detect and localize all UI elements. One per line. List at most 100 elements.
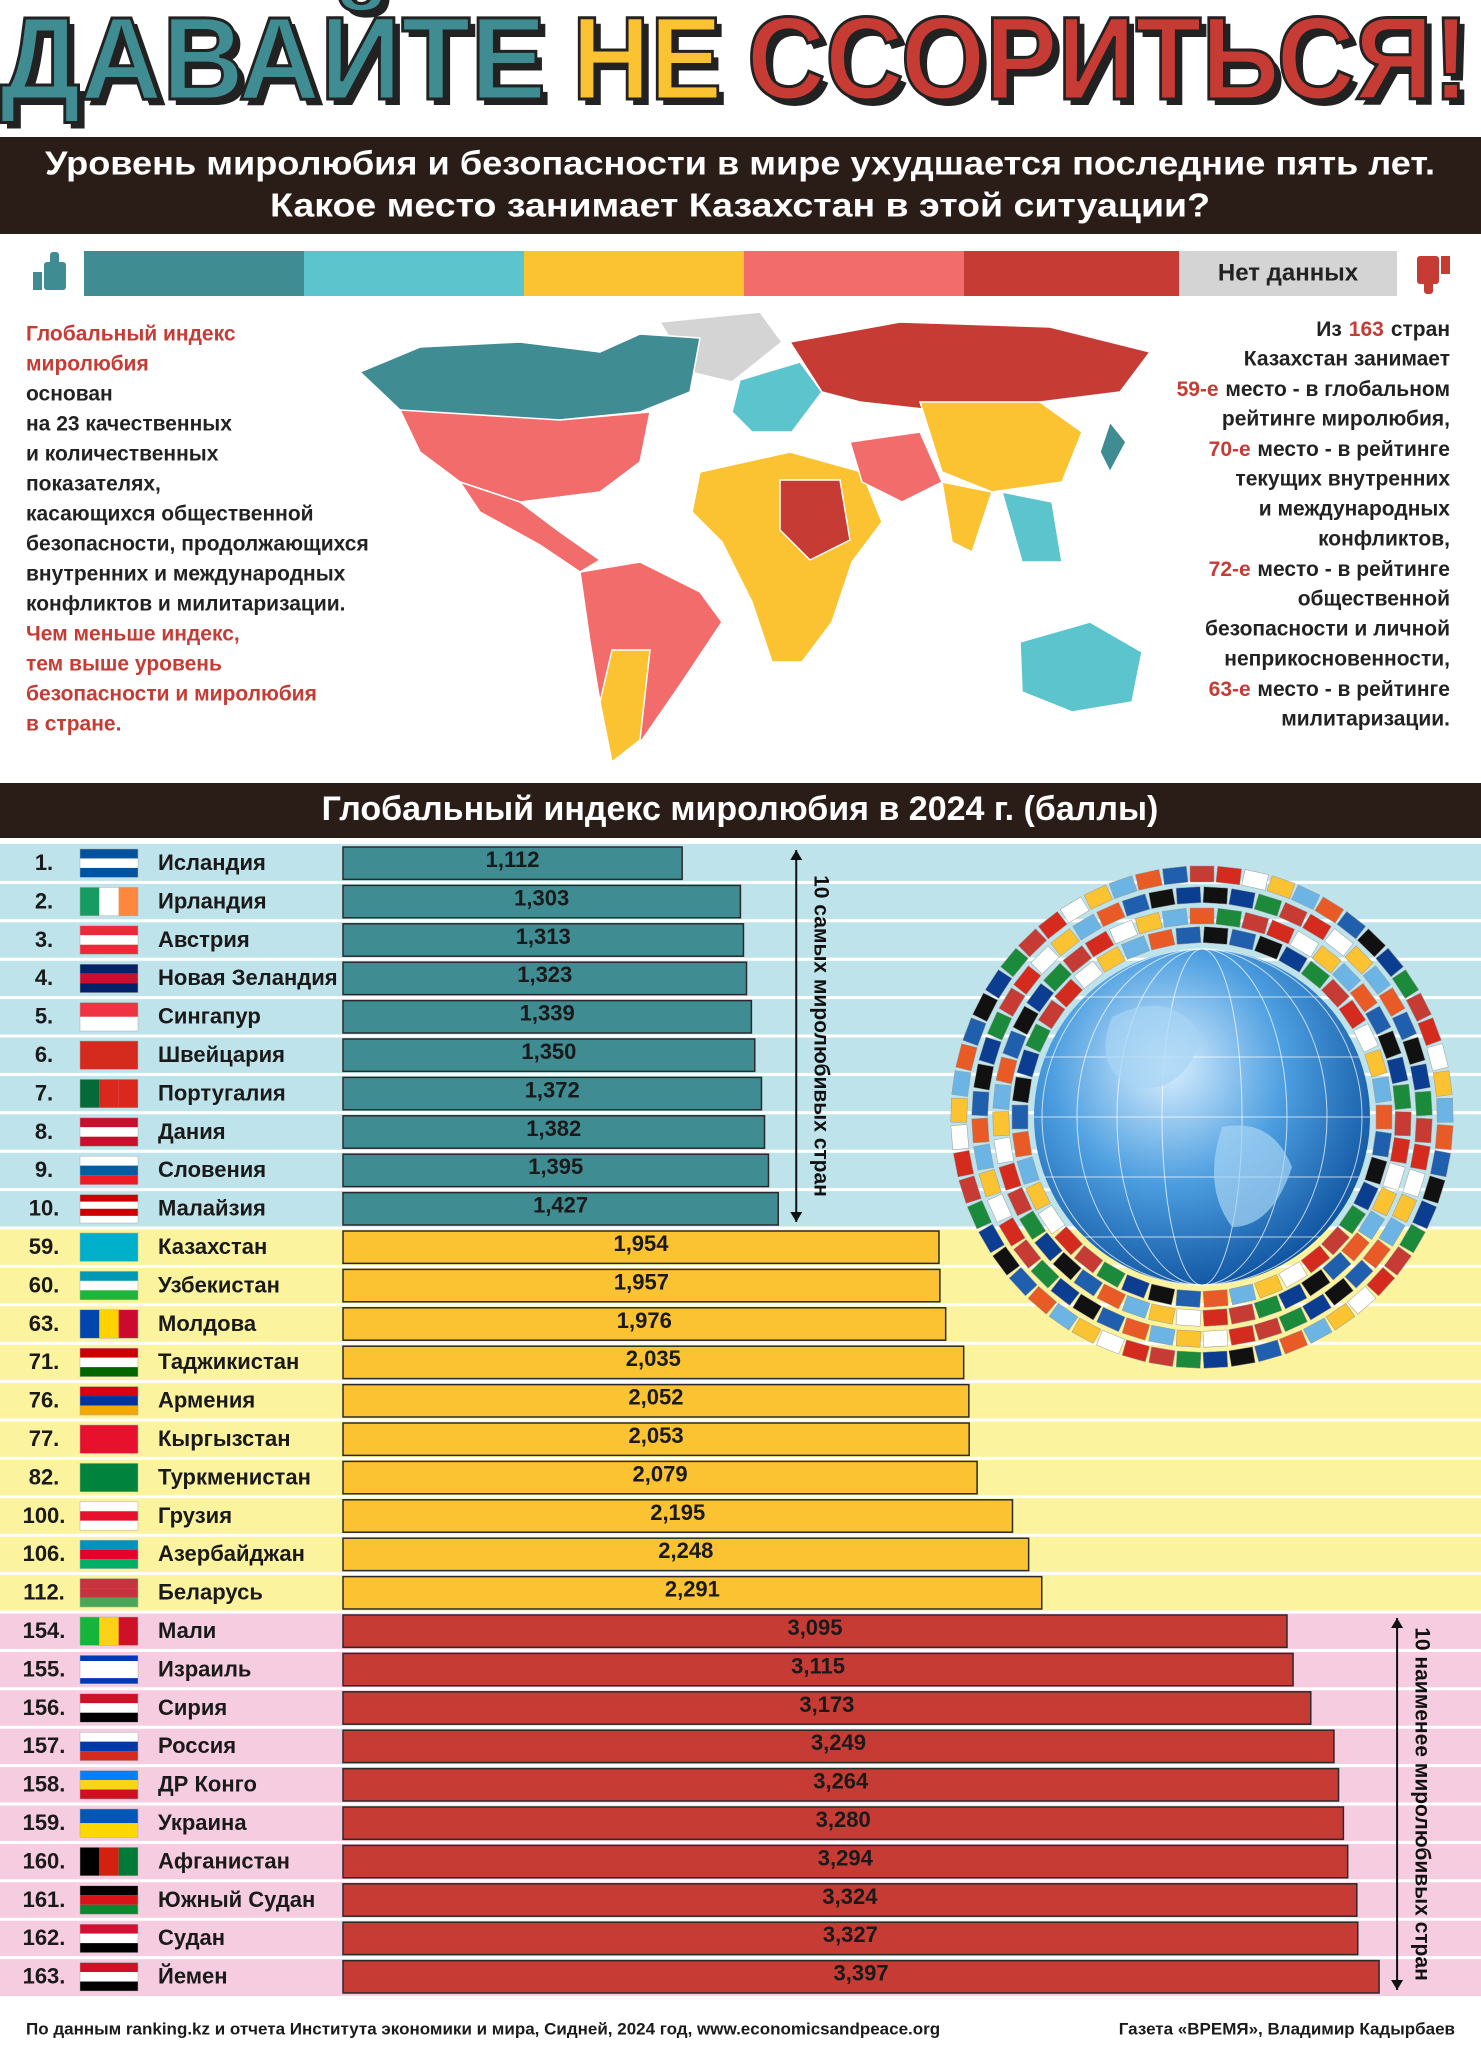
country-label: Сирия bbox=[158, 1695, 227, 1720]
flag-ring bbox=[1402, 1168, 1426, 1198]
flag-border bbox=[79, 1309, 139, 1339]
flag-ring bbox=[1254, 1339, 1283, 1363]
rank: 161. bbox=[23, 1887, 66, 1912]
country-label: Украина bbox=[158, 1810, 247, 1835]
flag bbox=[80, 1117, 138, 1128]
rank: 4. bbox=[35, 965, 53, 990]
title-shadow: ДАВАЙТЕ bbox=[6, 0, 552, 131]
map-region bbox=[941, 481, 993, 554]
flag-ring bbox=[1096, 946, 1126, 973]
text-line: неприкосновенности, bbox=[1224, 648, 1450, 671]
flag bbox=[80, 1789, 138, 1799]
arrow-head bbox=[790, 1212, 803, 1222]
text: стран bbox=[1391, 318, 1450, 341]
flag-ring bbox=[971, 1090, 990, 1117]
rank: 3. bbox=[35, 927, 53, 952]
map-region bbox=[1099, 420, 1127, 474]
flag bbox=[80, 1079, 100, 1108]
flag-ring bbox=[1016, 1156, 1040, 1185]
text-line: Глобальный индекс bbox=[26, 323, 236, 346]
flag-ring bbox=[1322, 1251, 1352, 1281]
country-label: Туркменистан bbox=[158, 1464, 311, 1489]
flag-ring bbox=[1341, 1232, 1370, 1262]
flag-ring bbox=[1353, 1023, 1379, 1053]
bar bbox=[342, 1921, 1359, 1956]
flag-ring bbox=[1399, 1223, 1426, 1254]
bar bbox=[342, 1844, 1349, 1879]
flag bbox=[80, 1290, 138, 1300]
flag bbox=[80, 1549, 138, 1560]
value-label: 1,112 bbox=[486, 847, 540, 872]
flag-ring bbox=[978, 1036, 1002, 1066]
flag bbox=[80, 1895, 138, 1905]
flag bbox=[80, 1732, 138, 1742]
flag bbox=[80, 944, 138, 955]
bar bbox=[342, 1614, 1288, 1649]
bar bbox=[342, 1883, 1358, 1917]
flag bbox=[80, 1367, 138, 1377]
flag-ring bbox=[1054, 1226, 1083, 1256]
rank: 71. bbox=[29, 1349, 60, 1374]
text: 59-е bbox=[1177, 378, 1219, 401]
flag-ring bbox=[1394, 1111, 1412, 1137]
rank: 162. bbox=[23, 1925, 66, 1950]
rank: 76. bbox=[29, 1388, 60, 1413]
flag-ring bbox=[1012, 1005, 1039, 1036]
flag-ring bbox=[1072, 913, 1102, 941]
flag-ring bbox=[1043, 962, 1072, 992]
flag-ring bbox=[1302, 1317, 1333, 1344]
flag-ring bbox=[1071, 1317, 1102, 1344]
flag-ring bbox=[953, 1149, 974, 1178]
flag bbox=[80, 1280, 138, 1291]
flag bbox=[80, 1559, 138, 1569]
map-right-text: Из 163 стран Казахстан занимает 59-е место … bbox=[1177, 318, 1451, 731]
bar bbox=[342, 1191, 779, 1226]
flag bbox=[80, 1666, 138, 1673]
rank: 160. bbox=[23, 1848, 66, 1873]
flag-border bbox=[79, 887, 139, 917]
flag bbox=[80, 1201, 138, 1209]
flag bbox=[80, 925, 138, 936]
flag-ring bbox=[958, 1175, 982, 1204]
text-line: касающихся общественной bbox=[26, 503, 314, 526]
flag bbox=[99, 1847, 119, 1876]
value-label: 1,303 bbox=[514, 885, 569, 910]
rank: 156. bbox=[23, 1695, 66, 1720]
bar bbox=[342, 1691, 1312, 1725]
flag-ring bbox=[1291, 884, 1321, 910]
text: Из bbox=[1316, 318, 1342, 341]
flag-ring bbox=[1202, 1289, 1229, 1308]
flag-ring bbox=[1386, 1056, 1409, 1085]
rank: 158. bbox=[23, 1772, 66, 1797]
bar bbox=[342, 1460, 978, 1495]
flag-ring bbox=[1073, 960, 1104, 989]
flag-ring bbox=[1096, 1261, 1126, 1288]
flag-ring bbox=[1011, 1104, 1029, 1130]
text-line: рейтинге миролюбия, bbox=[1222, 408, 1450, 431]
flag-ring bbox=[973, 1143, 994, 1171]
flag-ring bbox=[962, 1017, 987, 1047]
value-label: 1,427 bbox=[533, 1193, 588, 1218]
flag-ring bbox=[1277, 1283, 1308, 1310]
flag-border bbox=[79, 1847, 139, 1877]
flag-ring bbox=[998, 1217, 1026, 1247]
flag-ring bbox=[1062, 945, 1093, 974]
text-line: безопасности и миролюбия bbox=[26, 683, 317, 706]
flag bbox=[80, 1617, 100, 1646]
value-label: 1,350 bbox=[521, 1039, 576, 1064]
subtitle-band bbox=[0, 137, 1481, 234]
flag bbox=[118, 1309, 138, 1339]
country-label: Кыргызстан bbox=[158, 1426, 291, 1451]
arrow-head bbox=[1391, 1980, 1404, 1990]
flag-border bbox=[79, 1885, 139, 1915]
flag-border bbox=[79, 1731, 139, 1761]
flag-ring bbox=[1148, 1303, 1176, 1325]
flag-ring bbox=[1324, 1277, 1354, 1306]
value-label: 3,095 bbox=[787, 1615, 842, 1640]
flag-ring bbox=[1390, 1136, 1411, 1164]
rank: 155. bbox=[23, 1656, 66, 1681]
flag-ring bbox=[1025, 1181, 1051, 1211]
country-label: Словения bbox=[158, 1157, 266, 1182]
flag-ring bbox=[1278, 1329, 1308, 1355]
